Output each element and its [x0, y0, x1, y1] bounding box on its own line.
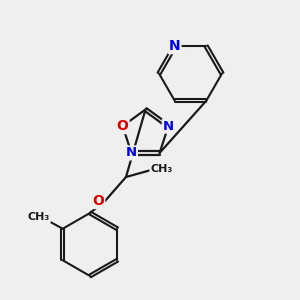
Text: CH₃: CH₃	[28, 212, 50, 222]
Text: N: N	[169, 39, 181, 53]
Text: N: N	[163, 120, 174, 133]
Text: O: O	[92, 194, 104, 208]
Text: O: O	[117, 119, 129, 133]
Text: CH₃: CH₃	[150, 164, 172, 175]
Text: N: N	[126, 146, 137, 159]
